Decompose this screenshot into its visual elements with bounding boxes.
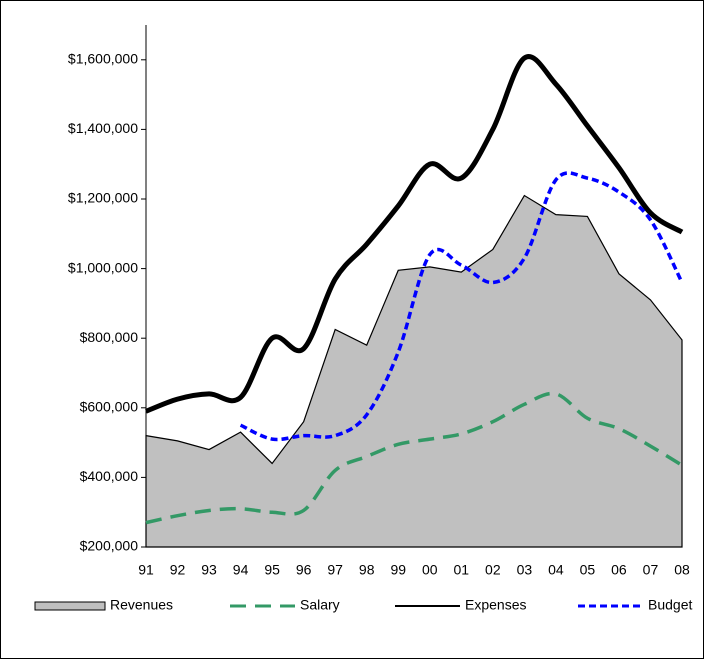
- line: [239, 171, 684, 442]
- x-tick-label: 08: [674, 562, 690, 578]
- line: [145, 54, 684, 414]
- x-tick-label: 00: [422, 562, 438, 578]
- y-tick-label: $800,000: [80, 329, 139, 345]
- x-tick-label: 97: [327, 562, 343, 578]
- line: [145, 391, 683, 525]
- y-tick-label: $1,600,000: [68, 51, 138, 67]
- y-tick-label: $200,000: [80, 538, 139, 554]
- x-tick-label: 05: [580, 562, 596, 578]
- x-tick-label: 92: [170, 562, 186, 578]
- y-tick-label: $1,200,000: [68, 190, 138, 206]
- legend-label: Budget: [648, 597, 692, 613]
- x-tick-label: 91: [138, 562, 154, 578]
- x-tick-label: 06: [611, 562, 627, 578]
- x-tick-label: 98: [359, 562, 375, 578]
- y-tick-label: $600,000: [80, 399, 139, 415]
- y-tick-label: $1,000,000: [68, 259, 138, 275]
- legend-label: Salary: [300, 597, 340, 613]
- legend-label: Revenues: [110, 597, 173, 613]
- area: [145, 194, 683, 548]
- x-tick-label: 04: [548, 562, 564, 578]
- y-tick-label: $400,000: [80, 468, 139, 484]
- x-tick-label: 02: [485, 562, 501, 578]
- x-tick-label: 03: [517, 562, 533, 578]
- y-tick-label: $1,400,000: [68, 120, 138, 136]
- legend-swatch: [34, 601, 106, 611]
- x-tick-label: 96: [296, 562, 312, 578]
- x-tick-label: 94: [233, 562, 249, 578]
- x-tick-label: 07: [643, 562, 659, 578]
- x-tick-label: 95: [264, 562, 280, 578]
- legend-label: Expenses: [465, 597, 526, 613]
- x-tick-label: 99: [390, 562, 406, 578]
- x-tick-label: 01: [454, 562, 470, 578]
- x-tick-label: 93: [201, 562, 217, 578]
